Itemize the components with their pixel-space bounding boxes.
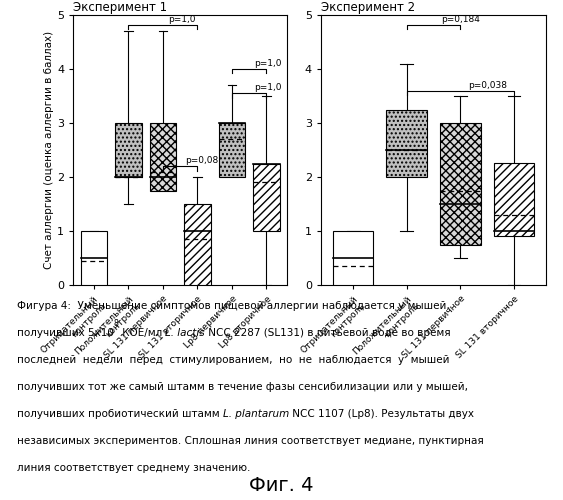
Text: независимых экспериментов. Сплошная линия соответствует медиане, пунктирная: независимых экспериментов. Сплошная лини… bbox=[17, 436, 484, 446]
Bar bbox=[184, 204, 211, 285]
Text: 8: 8 bbox=[114, 318, 119, 328]
Text: p=0,08: p=0,08 bbox=[185, 156, 218, 165]
Text: Эксперимент 2: Эксперимент 2 bbox=[321, 1, 415, 14]
Text: L. lactis: L. lactis bbox=[165, 328, 205, 338]
Text: получивших тот же самый штамм в течение фазы сенсибилизации или у мышей,: получивших тот же самый штамм в течение … bbox=[17, 382, 468, 392]
Text: Эксперимент 1: Эксперимент 1 bbox=[73, 1, 167, 14]
Text: p=1,0: p=1,0 bbox=[254, 83, 282, 92]
Text: Фигура 4:: Фигура 4: bbox=[17, 301, 71, 311]
Bar bbox=[333, 231, 373, 285]
Text: L. plantarum: L. plantarum bbox=[223, 409, 289, 419]
Text: p=0,184: p=0,184 bbox=[441, 14, 480, 24]
Bar bbox=[440, 123, 481, 244]
Y-axis label: Счет аллергии (оценка аллергии в баллах): Счет аллергии (оценка аллергии в баллах) bbox=[44, 31, 54, 269]
Bar bbox=[150, 123, 176, 190]
Text: p=1,0: p=1,0 bbox=[168, 14, 195, 24]
Bar bbox=[494, 164, 534, 236]
Bar bbox=[115, 123, 141, 177]
Bar bbox=[386, 110, 427, 177]
Text: линия соответствует среднему значению.: линия соответствует среднему значению. bbox=[17, 463, 251, 473]
Text: Фиг. 4: Фиг. 4 bbox=[249, 476, 314, 495]
Text: Уменьшение симптомов пищевой аллергии наблюдается у мышей,: Уменьшение симптомов пищевой аллергии на… bbox=[71, 301, 450, 311]
Text: получивших 5х10: получивших 5х10 bbox=[17, 328, 114, 338]
Text: NCC 1107 (Lp8). Результаты двух: NCC 1107 (Lp8). Результаты двух bbox=[289, 409, 474, 419]
Text: получивших пробиотический штамм: получивших пробиотический штамм bbox=[17, 409, 223, 419]
Text: последней  недели  перед  стимулированием,  но  не  наблюдается  у  мышей: последней недели перед стимулированием, … bbox=[17, 355, 449, 365]
Text: p=0,038: p=0,038 bbox=[468, 80, 507, 90]
Text: КОЕ/мл: КОЕ/мл bbox=[119, 328, 165, 338]
Text: p=1,0: p=1,0 bbox=[254, 59, 282, 68]
Bar bbox=[253, 164, 280, 231]
Text: NCC 2287 (SL131) в питьевой воде во время: NCC 2287 (SL131) в питьевой воде во врем… bbox=[205, 328, 450, 338]
Bar bbox=[219, 123, 245, 177]
Bar bbox=[81, 231, 107, 285]
